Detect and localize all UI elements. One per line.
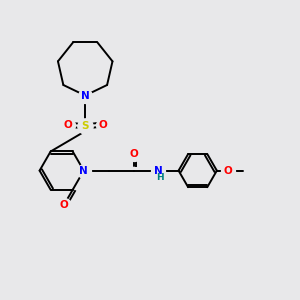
Text: O: O <box>98 120 107 130</box>
Text: N: N <box>81 91 90 100</box>
Text: O: O <box>129 149 138 159</box>
Text: N: N <box>80 166 88 176</box>
Text: S: S <box>82 122 89 131</box>
Text: O: O <box>63 120 72 130</box>
Text: O: O <box>59 200 68 210</box>
Text: N: N <box>154 166 162 176</box>
Text: H: H <box>156 172 164 182</box>
Text: O: O <box>224 166 233 176</box>
